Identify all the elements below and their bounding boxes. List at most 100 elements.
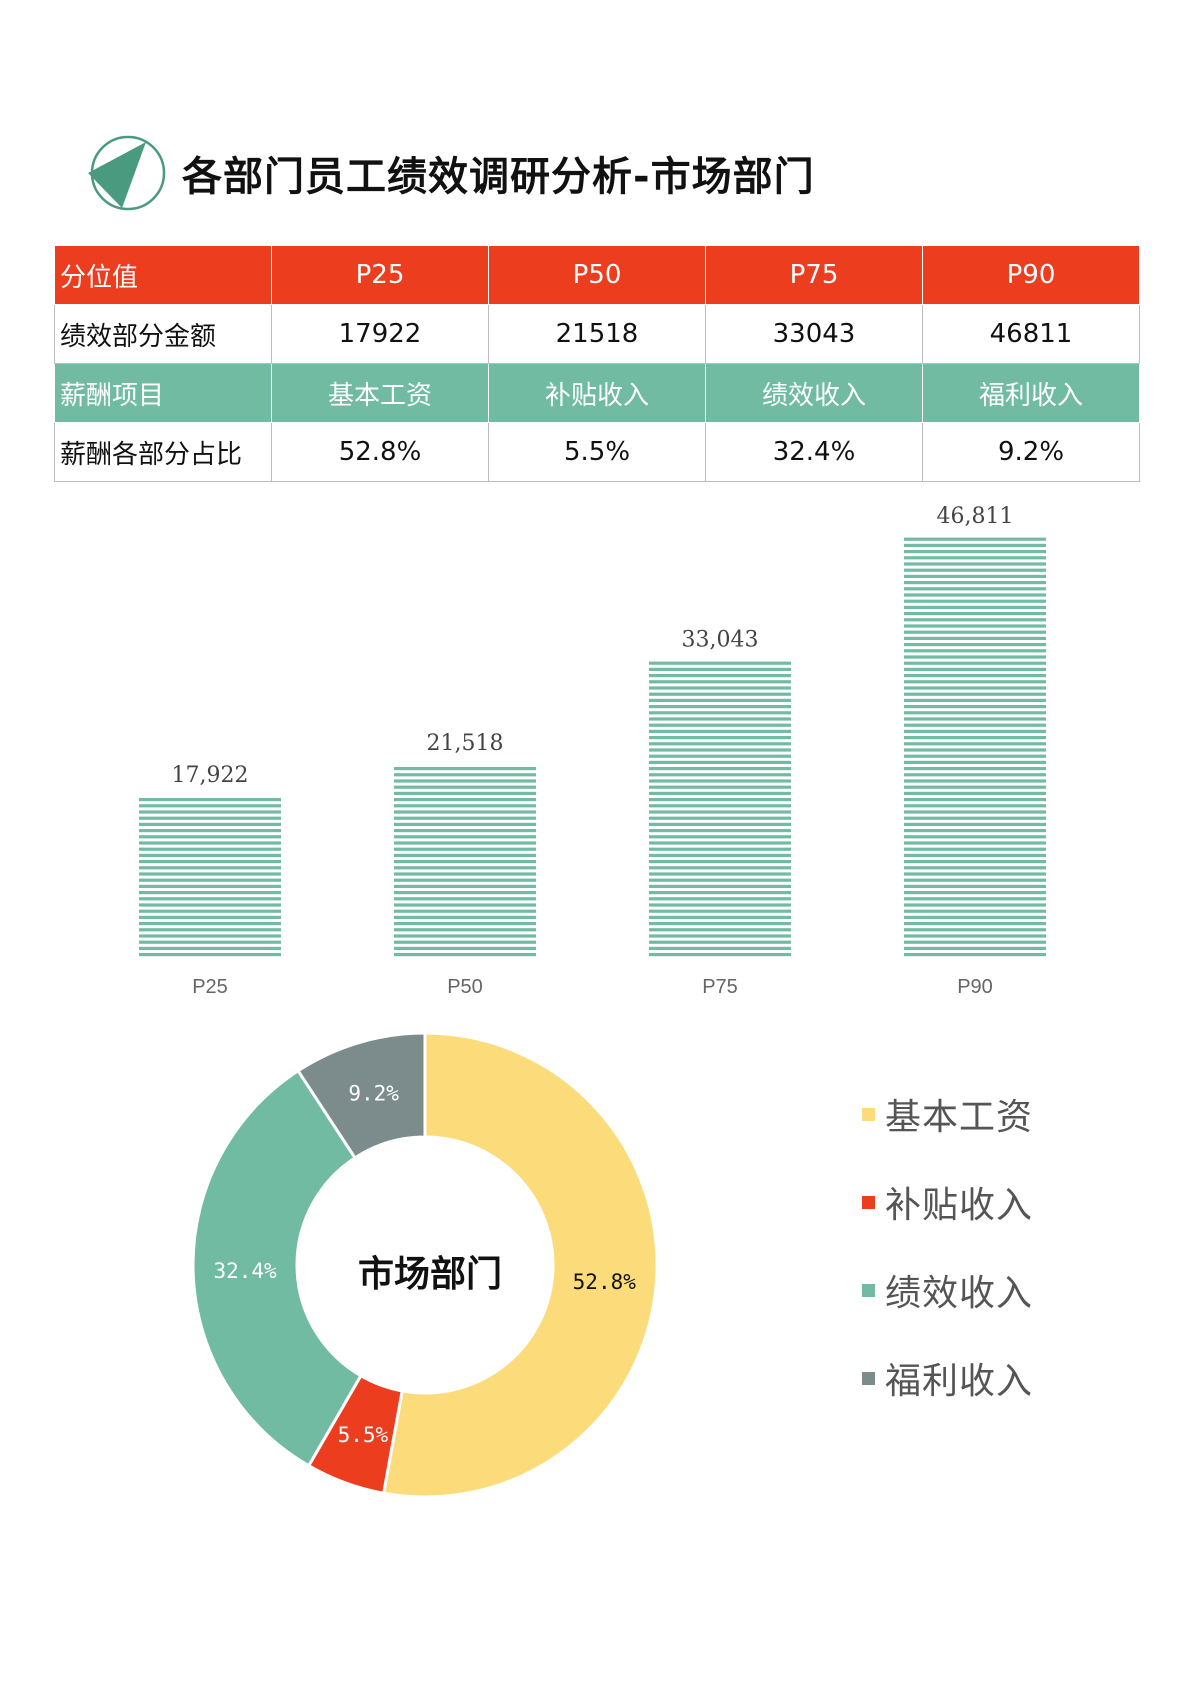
bar-stripe xyxy=(139,940,281,944)
bar-stripe xyxy=(649,798,791,802)
bar-stripe xyxy=(904,729,1046,733)
bar-stripe xyxy=(649,946,791,950)
bar-stripe xyxy=(649,928,791,932)
bar-stripe xyxy=(139,847,281,851)
legend-label: 绩效收入 xyxy=(885,1273,1034,1314)
bar-stripe xyxy=(904,686,1046,690)
bar-stripe xyxy=(139,816,281,820)
legend-swatch xyxy=(862,1283,875,1297)
bar-stripe xyxy=(649,748,791,752)
bar-stripe xyxy=(649,773,791,777)
bar-stripe xyxy=(394,816,536,820)
bar-stripe xyxy=(904,612,1046,616)
bar-stripe xyxy=(904,903,1046,907)
bar-stripe xyxy=(139,841,281,845)
bar-stripe xyxy=(649,829,791,833)
bar-stripe xyxy=(904,550,1046,554)
donut-slice-基本工资 xyxy=(381,1031,659,1499)
table-cell: 46811 xyxy=(922,304,1140,364)
bar-stripe xyxy=(649,940,791,944)
bar-stripe xyxy=(649,686,791,690)
bar-stripe xyxy=(139,909,281,913)
bar-stripe xyxy=(649,847,791,851)
table-cell: 薪酬项目 xyxy=(54,363,272,423)
bar-stripe xyxy=(649,922,791,926)
bar-stripe xyxy=(394,822,536,826)
bar-P50 xyxy=(394,767,536,957)
bar-stripe xyxy=(394,835,536,839)
bar-stripe xyxy=(394,785,536,789)
bar-stripe xyxy=(394,860,536,864)
table-row-salary-items: 薪酬项目 基本工资 补贴收入 绩效收入 福利收入 xyxy=(54,363,1140,423)
table-cell: P25 xyxy=(271,245,489,305)
bar-stripe xyxy=(904,624,1046,628)
bar-stripe xyxy=(904,810,1046,814)
table-cell: 5.5% xyxy=(488,422,706,482)
bar-stripe xyxy=(904,884,1046,888)
bar-P75 xyxy=(649,661,791,957)
donut-data-label: 9.2% xyxy=(348,1081,399,1105)
bar-stripe xyxy=(139,804,281,808)
donut-data-label: 5.5% xyxy=(338,1423,389,1447)
bar-stripe xyxy=(904,829,1046,833)
table-cell: P75 xyxy=(705,245,923,305)
bar-stripe xyxy=(649,891,791,895)
bar-stripe xyxy=(649,915,791,919)
bar-stripe xyxy=(904,661,1046,665)
x-tick-label: P50 xyxy=(447,976,483,998)
bar-stripe xyxy=(649,705,791,709)
bar-stripe xyxy=(649,698,791,702)
bar-stripe xyxy=(649,884,791,888)
bar-stripe xyxy=(904,556,1046,560)
bar-stripe xyxy=(139,953,281,957)
table-row-amount: 绩效部分金额 17922 21518 33043 46811 xyxy=(54,304,1140,364)
bar-stripe xyxy=(394,791,536,795)
bar-stripe xyxy=(394,804,536,808)
bar-stripe xyxy=(904,618,1046,622)
bar-stripe xyxy=(139,798,281,802)
table-cell: 薪酬各部分占比 xyxy=(54,422,272,482)
bar-stripe xyxy=(139,884,281,888)
page-title: 各部门员工绩效调研分析-市场部门 xyxy=(182,154,815,200)
bar-stripe xyxy=(904,934,1046,938)
bar-stripe xyxy=(904,574,1046,578)
bar-stripe xyxy=(904,928,1046,932)
bar-stripe xyxy=(394,866,536,870)
bar-stripe xyxy=(904,897,1046,901)
bar-stripe xyxy=(139,878,281,882)
bar-stripe xyxy=(904,946,1046,950)
table-cell: 17922 xyxy=(271,304,489,364)
legend-item: 基本工资 xyxy=(862,1070,1033,1158)
bar-stripe xyxy=(649,785,791,789)
bar-stripe xyxy=(394,853,536,857)
legend-item: 补贴收入 xyxy=(862,1158,1033,1246)
bar-stripe xyxy=(394,884,536,888)
bar-stripe xyxy=(394,903,536,907)
bar-stripe xyxy=(904,587,1046,591)
bar-stripe xyxy=(394,934,536,938)
bar-stripe xyxy=(394,841,536,845)
bar-stripe xyxy=(904,636,1046,640)
bar-stripe xyxy=(394,878,536,882)
bar-stripe xyxy=(649,934,791,938)
bar-stripe xyxy=(649,729,791,733)
bar-stripe xyxy=(139,829,281,833)
bar-stripe xyxy=(394,779,536,783)
bar-stripe xyxy=(904,760,1046,764)
bar-chart: 17,922 P25 21,518 P50 33,043 P75 46,811 P90 xyxy=(139,504,1046,998)
bar-stripe xyxy=(904,841,1046,845)
bar-stripe xyxy=(139,866,281,870)
bar-stripe xyxy=(394,767,536,771)
bar-stripe xyxy=(139,934,281,938)
donut-slice-绩效收入 xyxy=(191,1068,363,1468)
bar-stripe xyxy=(394,897,536,901)
bar-stripe xyxy=(649,692,791,696)
donut-center-label: 市场部门 xyxy=(357,1254,502,1295)
bar-data-label: 17,922 xyxy=(172,763,249,788)
bar-stripe xyxy=(904,692,1046,696)
bar-stripe xyxy=(904,593,1046,597)
legend-swatch xyxy=(862,1107,875,1121)
table-cell: 52.8% xyxy=(271,422,489,482)
bar-stripe xyxy=(139,946,281,950)
bar-stripe xyxy=(649,835,791,839)
